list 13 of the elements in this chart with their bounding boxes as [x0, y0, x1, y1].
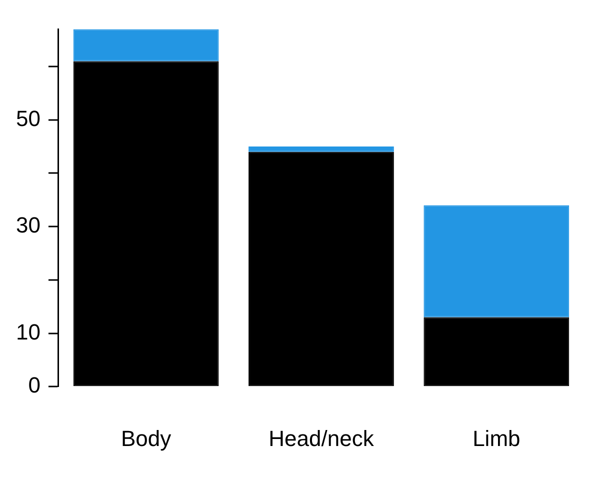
y-tick-label: 0 — [28, 372, 40, 398]
x-tick-label: Body — [120, 426, 172, 451]
x-tick-label: Limb — [472, 426, 520, 451]
x-tick-label: Head/neck — [268, 426, 375, 451]
y-tick-label: 10 — [16, 319, 40, 344]
bar — [424, 317, 570, 386]
bar — [424, 205, 570, 318]
bar — [248, 146, 394, 152]
y-tick-label: 30 — [16, 212, 40, 238]
bar — [248, 152, 394, 386]
bar — [73, 29, 219, 62]
y-tick-label: 50 — [16, 106, 40, 131]
bar — [73, 61, 219, 386]
